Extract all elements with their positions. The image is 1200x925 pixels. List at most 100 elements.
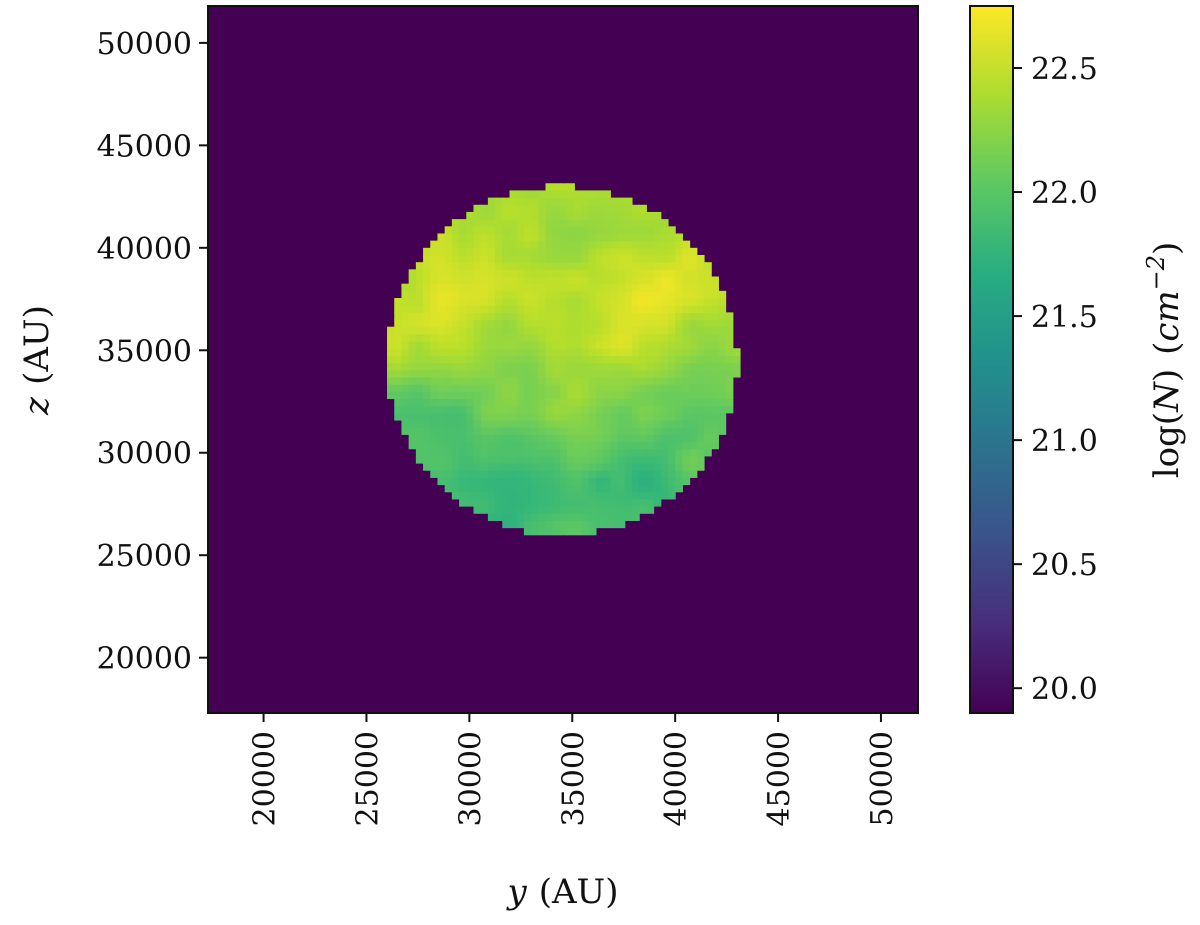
- heatmap-cell: [451, 369, 460, 378]
- heatmap-cell: [437, 240, 446, 249]
- heatmap-cell: [509, 498, 518, 507]
- heatmap-cell: [466, 276, 475, 285]
- heatmap-cell: [689, 405, 698, 414]
- heatmap-cell: [502, 319, 511, 328]
- heatmap-cell: [444, 441, 453, 450]
- heatmap-cell: [408, 355, 417, 364]
- heatmap-cell: [696, 434, 705, 443]
- heatmap-cell: [502, 341, 511, 349]
- heatmap-cell: [631, 434, 640, 443]
- heatmap-cell: [437, 233, 446, 242]
- heatmap-cell: [523, 470, 532, 478]
- heatmap-cell: [588, 369, 597, 378]
- heatmap-cell: [703, 355, 712, 364]
- heatmap-cell: [595, 369, 604, 378]
- heatmap-cell: [487, 226, 496, 235]
- heatmap-cell: [437, 290, 446, 299]
- heatmap-cell: [538, 240, 547, 249]
- heatmap-cell: [660, 262, 669, 270]
- heatmap-cell: [538, 412, 547, 421]
- heatmap-cell: [646, 434, 655, 443]
- heatmap-cell: [610, 484, 619, 493]
- heatmap-cell: [502, 462, 511, 471]
- heatmap-cell: [675, 262, 683, 270]
- heatmap-cell: [531, 498, 539, 507]
- heatmap-cell: [559, 326, 568, 335]
- heatmap-cell: [581, 247, 590, 256]
- heatmap-cell: [639, 211, 647, 220]
- heatmap-cell: [639, 348, 647, 356]
- heatmap-cell: [646, 341, 655, 349]
- heatmap-cell: [574, 391, 583, 400]
- heatmap-cell: [595, 305, 604, 313]
- heatmap-cell: [567, 341, 575, 349]
- heatmap-cell: [667, 283, 676, 292]
- heatmap-cell: [502, 506, 511, 514]
- heatmap-cell: [653, 262, 662, 270]
- heatmap-cell: [387, 391, 395, 400]
- heatmap-cell: [538, 262, 547, 270]
- heatmap-cell: [588, 427, 597, 435]
- heatmap-cell: [610, 427, 619, 435]
- heatmap-cell: [631, 355, 640, 364]
- heatmap-cell: [711, 376, 719, 385]
- heatmap-cell: [624, 326, 633, 335]
- heatmap-cell: [639, 276, 647, 285]
- heatmap-cell: [516, 298, 525, 306]
- heatmap-cell: [675, 384, 683, 392]
- y-tick-label: 50000: [97, 27, 192, 62]
- heatmap-cell: [595, 434, 604, 443]
- heatmap-cell: [559, 470, 568, 478]
- heatmap-cell: [624, 477, 633, 486]
- heatmap-cell: [516, 441, 525, 450]
- heatmap-cell: [581, 283, 590, 292]
- heatmap-cell: [624, 434, 633, 443]
- heatmap-cell: [559, 520, 568, 529]
- heatmap-cell: [667, 484, 676, 493]
- heatmap-cell: [703, 305, 712, 313]
- heatmap-cell: [617, 462, 626, 471]
- heatmap-cell: [595, 405, 604, 414]
- heatmap-cell: [639, 247, 647, 256]
- heatmap-cell: [509, 283, 518, 292]
- heatmap-cell: [415, 441, 424, 450]
- heatmap-cell: [617, 204, 626, 213]
- heatmap-cell: [408, 427, 417, 435]
- heatmap-cell: [423, 319, 431, 328]
- heatmap-cell: [495, 434, 503, 443]
- heatmap-cell: [502, 448, 511, 457]
- heatmap-cell: [502, 491, 511, 500]
- heatmap-cell: [689, 434, 698, 443]
- heatmap-cell: [545, 506, 554, 514]
- heatmap-cell: [523, 211, 532, 220]
- heatmap-cell: [538, 211, 547, 220]
- heatmap-cell: [588, 211, 597, 220]
- heatmap-cell: [660, 333, 669, 342]
- heatmap-cell: [653, 269, 662, 278]
- heatmap-cell: [545, 240, 554, 249]
- heatmap-cell: [603, 412, 611, 421]
- heatmap-cell: [703, 427, 712, 435]
- heatmap-cell: [502, 513, 511, 521]
- heatmap-cell: [516, 506, 525, 514]
- heatmap-cell: [559, 355, 568, 364]
- heatmap-cell: [610, 319, 619, 328]
- heatmap-cell: [603, 298, 611, 306]
- heatmap-cell: [401, 398, 410, 407]
- heatmap-cell: [653, 333, 662, 342]
- heatmap-cell: [531, 247, 539, 256]
- heatmap-cell: [682, 333, 691, 342]
- heatmap-cell: [646, 419, 655, 428]
- heatmap-cell: [581, 211, 590, 220]
- heatmap-cell: [624, 305, 633, 313]
- heatmap-cell: [552, 527, 561, 536]
- heatmap-cell: [451, 341, 460, 349]
- heatmap-cell: [653, 398, 662, 407]
- heatmap-cell: [603, 305, 611, 313]
- heatmap-cell: [430, 247, 439, 256]
- heatmap-cell: [473, 247, 482, 256]
- heatmap-cell: [581, 455, 590, 464]
- heatmap-cell: [646, 319, 655, 328]
- heatmap-cell: [567, 434, 575, 443]
- heatmap-cell: [653, 462, 662, 471]
